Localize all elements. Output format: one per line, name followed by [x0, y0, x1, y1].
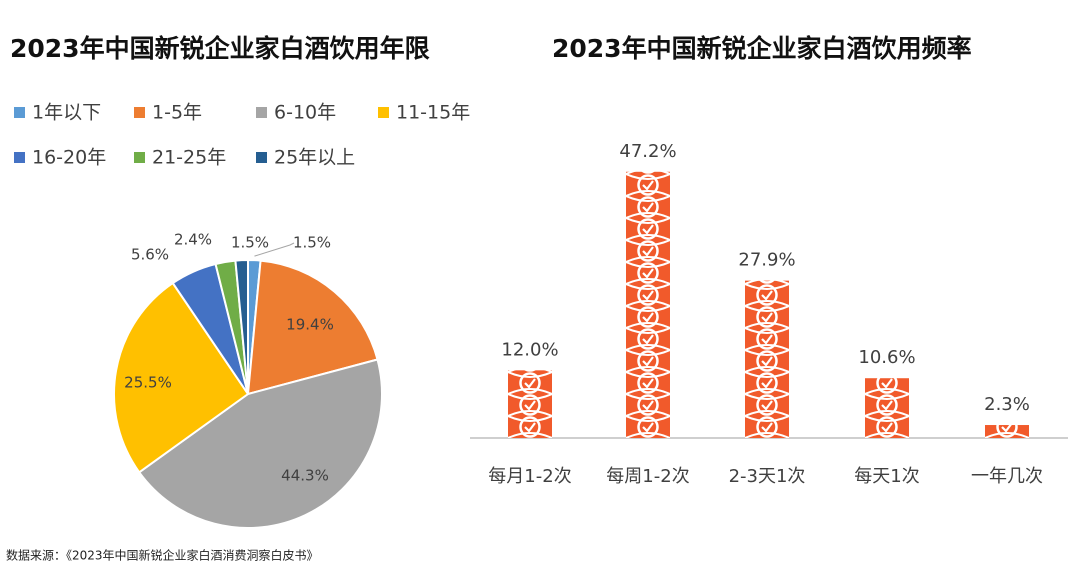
legend-swatch	[378, 107, 389, 118]
legend-label: 21-25年	[152, 147, 226, 169]
pie-slice	[246, 259, 379, 396]
legend-swatch	[134, 152, 145, 163]
data-label: 5.6%	[131, 246, 169, 264]
data-label: 2.3%	[984, 394, 1030, 415]
legend-swatch	[14, 152, 25, 163]
data-label: 19.4%	[286, 316, 334, 334]
leader-line	[254, 242, 295, 257]
pie-slice	[137, 358, 383, 529]
legend-swatch	[14, 107, 25, 118]
legend-swatch	[134, 107, 145, 118]
source-note: 数据来源：《2023年中国新锐企业家白酒消费洞察白皮书》	[6, 548, 319, 563]
data-label: 10.6%	[858, 347, 915, 368]
data-label: 1.5%	[231, 234, 269, 252]
data-label: 44.3%	[281, 467, 329, 485]
legend-swatch	[256, 107, 267, 118]
x-tick-label: 每月1-2次	[488, 466, 571, 487]
legend-label: 11-15年	[396, 102, 470, 124]
x-tick-label: 2-3天1次	[729, 466, 806, 487]
data-label: 2.4%	[174, 231, 212, 249]
chart-title: 2023年中国新锐企业家白酒饮用频率	[552, 34, 972, 63]
data-label: 27.9%	[738, 250, 795, 271]
x-tick-label: 每天1次	[854, 466, 919, 487]
legend-label: 25年以上	[274, 147, 355, 169]
legend-label: 6-10年	[274, 102, 336, 124]
bar	[985, 425, 1029, 438]
legend-swatch	[256, 152, 267, 163]
legend-label: 1-5年	[152, 102, 202, 124]
pie-slice	[113, 281, 250, 474]
bar	[508, 370, 552, 438]
legend-label: 1年以下	[32, 102, 101, 124]
data-label: 47.2%	[619, 141, 676, 162]
data-label: 12.0%	[501, 339, 558, 360]
pie-slice	[234, 258, 249, 395]
x-tick-label: 每周1-2次	[606, 466, 689, 487]
data-label: 25.5%	[124, 374, 172, 392]
data-label: 1.5%	[293, 234, 331, 252]
x-tick-label: 一年几次	[971, 466, 1043, 487]
bar	[626, 171, 670, 439]
bar	[865, 378, 909, 438]
legend-label: 16-20年	[32, 147, 106, 169]
chart-title: 2023年中国新锐企业家白酒饮用年限	[10, 34, 430, 63]
bar	[745, 280, 789, 438]
